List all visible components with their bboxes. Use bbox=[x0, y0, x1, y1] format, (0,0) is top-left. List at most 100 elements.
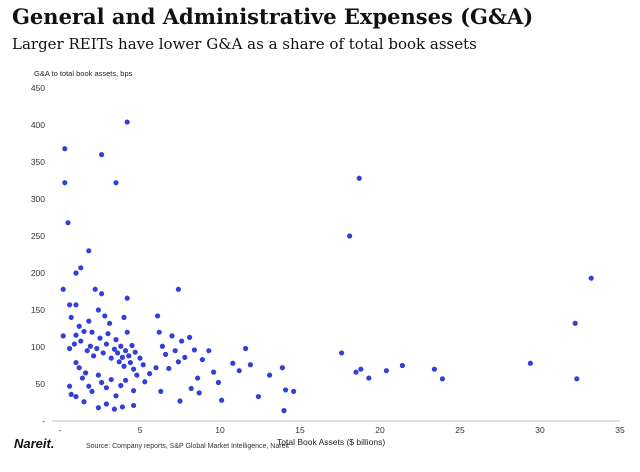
data-point bbox=[79, 375, 85, 381]
data-point bbox=[142, 379, 148, 385]
data-point bbox=[105, 331, 111, 337]
x-axis-label: Total Book Assets ($ billions) bbox=[277, 437, 385, 447]
x-tick-label: 15 bbox=[295, 425, 305, 435]
chart-subtitle: Larger REITs have lower G&A as a share o… bbox=[12, 35, 477, 53]
data-point bbox=[89, 388, 95, 394]
data-point bbox=[62, 146, 68, 152]
data-point bbox=[94, 345, 100, 352]
data-point bbox=[67, 383, 73, 389]
x-tick-label: 35 bbox=[615, 425, 625, 435]
data-point bbox=[153, 365, 159, 371]
data-point bbox=[71, 341, 77, 347]
data-point bbox=[113, 180, 119, 186]
data-point bbox=[281, 408, 287, 414]
y-tick-label: 300 bbox=[31, 194, 45, 204]
data-point bbox=[255, 393, 261, 400]
data-point bbox=[116, 359, 122, 365]
data-point bbox=[177, 398, 183, 404]
data-point bbox=[291, 388, 297, 394]
data-point bbox=[347, 233, 353, 239]
data-point bbox=[179, 338, 185, 344]
data-point bbox=[76, 365, 82, 371]
data-point bbox=[182, 354, 188, 360]
data-point bbox=[158, 388, 164, 394]
data-point bbox=[366, 375, 372, 381]
data-point bbox=[172, 348, 178, 354]
data-point bbox=[123, 377, 129, 383]
data-point bbox=[356, 175, 362, 181]
x-tick-label: - bbox=[59, 425, 62, 435]
data-point bbox=[211, 369, 217, 375]
data-point bbox=[84, 348, 90, 354]
source-note: Source: Company reports, S&P Global Mark… bbox=[86, 443, 289, 450]
data-point bbox=[140, 362, 146, 368]
data-point bbox=[431, 366, 437, 372]
data-point bbox=[62, 180, 68, 186]
data-point bbox=[527, 360, 534, 366]
data-point bbox=[99, 379, 105, 386]
data-point bbox=[156, 329, 162, 335]
data-point bbox=[95, 405, 101, 411]
data-point bbox=[103, 401, 109, 407]
data-point bbox=[103, 341, 109, 347]
data-point bbox=[283, 387, 289, 393]
data-point bbox=[127, 359, 133, 366]
data-point bbox=[81, 328, 87, 335]
data-point bbox=[159, 343, 165, 349]
data-point bbox=[124, 295, 130, 301]
data-point bbox=[68, 314, 74, 320]
data-point bbox=[574, 376, 580, 382]
data-point bbox=[67, 302, 73, 308]
y-axis-label: G&A to total book assets, bps bbox=[34, 69, 133, 78]
data-point bbox=[383, 368, 389, 374]
x-tick-label: 20 bbox=[375, 425, 385, 435]
data-point bbox=[95, 307, 101, 313]
data-point bbox=[126, 353, 132, 359]
data-point bbox=[113, 337, 119, 343]
data-point bbox=[572, 320, 578, 326]
data-point bbox=[191, 347, 197, 353]
y-tick-label: 250 bbox=[31, 231, 45, 241]
data-point bbox=[103, 385, 109, 391]
data-point bbox=[124, 329, 130, 335]
data-point bbox=[215, 379, 221, 386]
y-tick-label: 400 bbox=[31, 120, 45, 130]
data-point bbox=[134, 372, 140, 378]
data-point bbox=[339, 350, 345, 356]
data-point bbox=[175, 286, 181, 292]
data-point bbox=[102, 313, 108, 319]
data-point bbox=[92, 286, 98, 292]
y-tick-label: 50 bbox=[36, 379, 46, 389]
data-point bbox=[358, 366, 364, 372]
data-point bbox=[123, 348, 129, 354]
data-point bbox=[399, 362, 405, 369]
data-point bbox=[108, 355, 114, 361]
data-point bbox=[219, 397, 225, 403]
data-point bbox=[65, 220, 71, 226]
data-point bbox=[108, 376, 114, 383]
data-point bbox=[155, 313, 161, 319]
data-point bbox=[195, 375, 201, 381]
data-point bbox=[73, 332, 79, 338]
data-point bbox=[199, 356, 205, 363]
data-point bbox=[121, 363, 127, 369]
data-point bbox=[166, 365, 172, 372]
data-point bbox=[111, 406, 117, 412]
data-point bbox=[86, 318, 92, 324]
data-point bbox=[131, 388, 137, 394]
x-tick-label: 10 bbox=[215, 425, 225, 435]
data-point bbox=[247, 362, 253, 368]
data-point bbox=[267, 372, 273, 378]
x-tick-label: 30 bbox=[535, 425, 545, 435]
data-point bbox=[169, 333, 175, 339]
nareit-logo: Nareit. bbox=[14, 436, 55, 451]
data-point bbox=[91, 353, 97, 359]
data-point bbox=[78, 265, 84, 271]
data-point bbox=[81, 399, 87, 405]
data-point bbox=[95, 372, 101, 378]
data-point bbox=[60, 333, 66, 339]
data-point bbox=[99, 291, 105, 297]
data-point bbox=[113, 393, 119, 399]
data-point bbox=[86, 383, 92, 389]
data-point bbox=[119, 354, 125, 360]
